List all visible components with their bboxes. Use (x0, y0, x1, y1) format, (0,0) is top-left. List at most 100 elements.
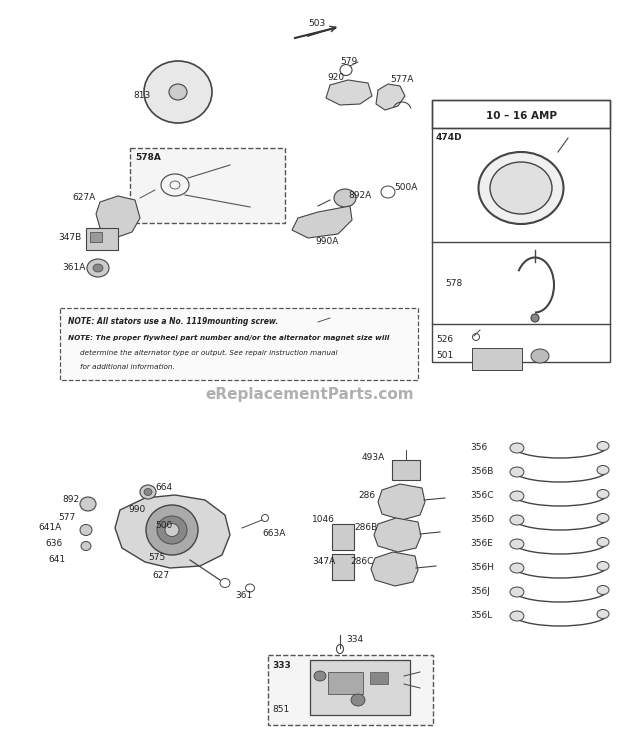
Text: 334: 334 (346, 635, 363, 644)
Text: 641: 641 (48, 556, 65, 565)
Ellipse shape (146, 505, 198, 555)
Text: 577A: 577A (390, 75, 414, 85)
Text: eReplacementParts.com: eReplacementParts.com (206, 388, 414, 403)
Ellipse shape (597, 466, 609, 475)
Ellipse shape (80, 497, 96, 511)
Text: 627A: 627A (72, 193, 95, 202)
Ellipse shape (597, 490, 609, 498)
Text: 1046: 1046 (312, 516, 335, 525)
Text: 10 – 16 AMP: 10 – 16 AMP (485, 111, 557, 121)
Text: 356C: 356C (470, 492, 494, 501)
Text: 356B: 356B (470, 467, 494, 476)
Polygon shape (292, 206, 352, 238)
Bar (60, 308, 418, 380)
Bar (328, 672, 363, 694)
Ellipse shape (597, 513, 609, 522)
Bar (332, 524, 354, 550)
Text: 361: 361 (235, 591, 252, 600)
Text: 286: 286 (358, 492, 375, 501)
Bar (332, 554, 354, 580)
Ellipse shape (165, 524, 179, 536)
Text: 356: 356 (470, 443, 487, 452)
Bar (432, 100, 610, 128)
Ellipse shape (510, 491, 524, 501)
Ellipse shape (510, 563, 524, 573)
Text: 990A: 990A (315, 237, 339, 246)
Ellipse shape (597, 537, 609, 547)
Text: 851: 851 (272, 705, 290, 714)
Bar (130, 148, 285, 223)
Text: 333: 333 (272, 661, 291, 670)
Text: 636: 636 (45, 539, 62, 548)
Text: 627: 627 (152, 571, 169, 580)
Text: 579: 579 (340, 57, 357, 66)
Ellipse shape (510, 539, 524, 549)
Text: 356J: 356J (470, 588, 490, 597)
Text: 641A: 641A (38, 524, 61, 533)
Text: for additional information.: for additional information. (80, 364, 175, 370)
Ellipse shape (531, 314, 539, 322)
Ellipse shape (510, 467, 524, 477)
Text: 500A: 500A (394, 184, 417, 193)
Bar (268, 655, 433, 725)
Bar (370, 672, 388, 684)
Text: 356E: 356E (470, 539, 493, 548)
Ellipse shape (510, 443, 524, 453)
Bar (90, 232, 102, 242)
Polygon shape (96, 196, 140, 238)
Text: 663A: 663A (262, 530, 285, 539)
Ellipse shape (93, 264, 103, 272)
Text: 356L: 356L (470, 612, 492, 620)
Text: 578A: 578A (135, 153, 161, 161)
Bar (472, 348, 522, 370)
Text: 286C: 286C (350, 557, 373, 566)
Ellipse shape (597, 609, 609, 618)
Text: 526: 526 (436, 336, 453, 344)
Ellipse shape (597, 441, 609, 451)
Bar (310, 660, 410, 715)
Ellipse shape (510, 611, 524, 621)
Ellipse shape (351, 694, 365, 706)
Text: NOTE: The proper flywheel part number and/or the alternator magnet size will: NOTE: The proper flywheel part number an… (68, 335, 389, 341)
Text: 990: 990 (128, 505, 145, 515)
Ellipse shape (479, 152, 564, 224)
Ellipse shape (87, 259, 109, 277)
Text: 920: 920 (327, 72, 344, 82)
Text: 361A: 361A (62, 263, 86, 272)
Text: 347A: 347A (312, 557, 335, 566)
Text: 474D: 474D (436, 133, 463, 143)
Text: determine the alternator type or output. See repair instruction manual: determine the alternator type or output.… (80, 350, 337, 356)
Ellipse shape (144, 61, 212, 123)
Ellipse shape (169, 84, 187, 100)
Ellipse shape (157, 516, 187, 544)
Text: 575: 575 (148, 554, 166, 562)
Text: 356D: 356D (470, 516, 494, 525)
Text: 503: 503 (308, 19, 326, 28)
Ellipse shape (510, 587, 524, 597)
Polygon shape (376, 84, 405, 110)
Ellipse shape (144, 489, 152, 496)
Polygon shape (115, 495, 230, 568)
Text: 286B: 286B (354, 524, 377, 533)
Text: 500: 500 (155, 521, 172, 530)
Bar (392, 460, 420, 480)
Ellipse shape (597, 586, 609, 594)
Text: 501: 501 (436, 351, 453, 361)
Text: 664: 664 (155, 483, 172, 492)
Bar (86, 228, 118, 250)
Text: 892: 892 (62, 496, 79, 504)
Text: NOTE: All stators use a No. 1119mounting screw.: NOTE: All stators use a No. 1119mounting… (68, 318, 278, 327)
Polygon shape (378, 484, 425, 520)
Ellipse shape (490, 162, 552, 214)
Text: 356H: 356H (470, 563, 494, 572)
Ellipse shape (531, 349, 549, 363)
Text: 347B: 347B (58, 234, 81, 243)
Ellipse shape (510, 515, 524, 525)
Text: 577: 577 (58, 513, 75, 522)
Ellipse shape (597, 562, 609, 571)
Polygon shape (371, 552, 418, 586)
Text: 892A: 892A (348, 191, 371, 200)
Ellipse shape (334, 189, 356, 207)
Bar (432, 100, 610, 362)
Ellipse shape (80, 525, 92, 536)
